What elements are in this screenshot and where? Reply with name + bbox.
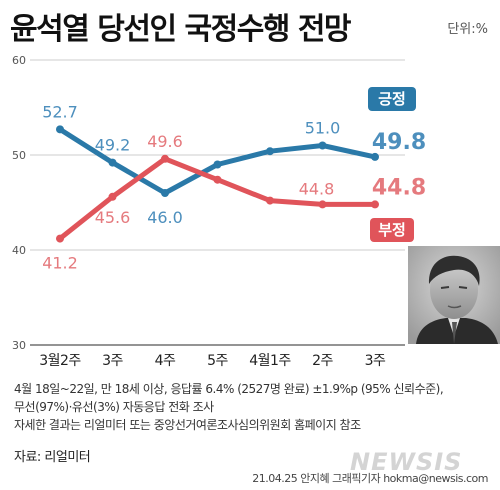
legend-positive-label: 긍정 — [378, 90, 406, 108]
x-tick-label: 2주 — [312, 353, 333, 369]
y-tick-label: 40 — [12, 244, 26, 257]
unit-label: 단위:% — [447, 22, 488, 37]
legend-negative-label: 부정 — [378, 221, 406, 239]
credit-line: 21.04.25 안지혜 그래픽기자 hokma@newsis.com — [252, 472, 488, 485]
negative-data-point — [161, 154, 169, 163]
x-tick-label: 3월2주 — [39, 353, 81, 369]
person-photo — [408, 246, 500, 344]
note-line: 4월 18일~22일, 만 18세 이상, 응답률 6.4% (2527명 완료… — [14, 382, 444, 396]
positive-data-point — [318, 141, 327, 150]
positive-data-label: 52.7 — [42, 102, 78, 121]
positive-data-point — [108, 158, 117, 167]
positive-data-point — [371, 152, 379, 161]
negative-data-label: 44.8 — [372, 175, 426, 200]
negative-data-point — [108, 192, 117, 201]
positive-data-point — [213, 160, 222, 169]
positive-data-point — [56, 125, 64, 134]
series-points — [56, 125, 379, 243]
negative-data-label: 44.8 — [299, 179, 335, 198]
chart-title: 윤석열 당선인 국정수행 전망 — [10, 12, 352, 47]
positive-data-label: 46.0 — [147, 208, 183, 227]
legend-positive-box — [368, 87, 416, 111]
newsis-watermark: NEWSIS — [350, 448, 463, 476]
negative-data-point — [318, 200, 327, 209]
y-axis: 30 40 50 60 — [12, 54, 26, 352]
survey-notes: 4월 18일~22일, 만 18세 이상, 응답률 6.4% (2527명 완료… — [14, 380, 494, 434]
positive-data-label: 51.0 — [305, 119, 341, 138]
negative-data-label: 41.2 — [42, 254, 78, 273]
negative-data-point — [371, 200, 379, 209]
x-axis: 3월2주 3주 4주 5주 4월1주 2주 3주 — [39, 353, 386, 369]
x-tick-label: 3주 — [365, 353, 386, 369]
x-tick-label: 4월1주 — [249, 353, 291, 369]
x-tick-label: 5주 — [207, 353, 228, 369]
legend-negative-box — [370, 218, 414, 242]
negative-data-point — [56, 234, 64, 243]
note-line: 자세한 결과는 리얼미터 또는 중앙선거여론조사심의위원회 홈페이지 참조 — [14, 418, 361, 432]
data-labels: 52.7 49.2 46.0 51.0 49.8 41.2 45.6 49.6 44.8 44.8 — [42, 102, 426, 272]
positive-data-point — [161, 189, 169, 197]
y-tick-label: 60 — [12, 54, 26, 67]
negative-data-label: 49.6 — [147, 132, 183, 151]
source-label: 자료: 리얼미터 — [14, 450, 91, 465]
positive-data-point — [266, 147, 274, 156]
note-line: 무선(97%)·유선(3%) 자동응답 전화 조사 — [14, 400, 214, 414]
line-chart: 30 40 50 60 3월2주 3주 4주 5주 4월1주 2주 3주 52.7 49.2 46.0… — [12, 54, 426, 369]
y-tick-label: 50 — [12, 149, 26, 162]
chart-grid — [30, 59, 405, 346]
negative-data-point — [213, 175, 222, 184]
negative-data-point — [266, 196, 274, 205]
y-tick-label: 30 — [12, 339, 26, 352]
x-tick-label: 3주 — [102, 353, 123, 369]
positive-data-label: 49.2 — [95, 136, 131, 155]
negative-data-label: 45.6 — [95, 208, 131, 227]
positive-data-label: 49.8 — [372, 130, 426, 155]
x-tick-label: 4주 — [155, 353, 176, 369]
